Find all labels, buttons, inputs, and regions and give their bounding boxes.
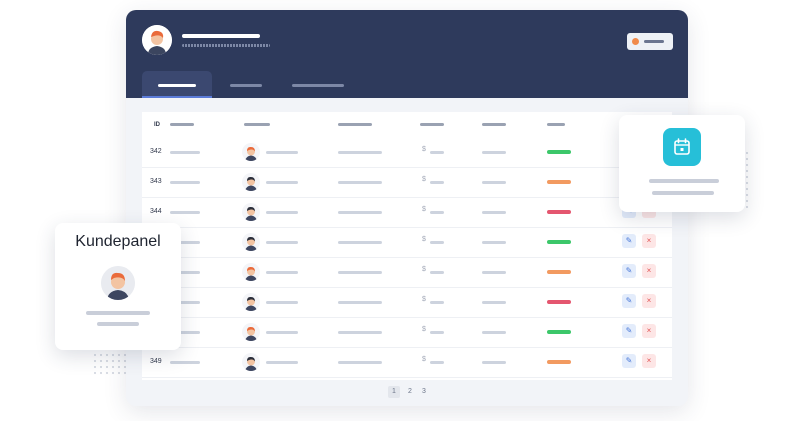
row-avatar-icon (242, 203, 260, 221)
table-row[interactable]: $ ✎ × (142, 258, 672, 288)
table-row[interactable]: 344$✎× (142, 198, 672, 228)
notification-badge[interactable] (627, 33, 673, 50)
table-row[interactable]: $ ✎ × (142, 228, 672, 258)
status-badge (547, 360, 571, 364)
row-avatar-icon (242, 233, 260, 251)
status-badge (547, 330, 571, 334)
row-id: 349 (150, 358, 162, 365)
status-badge (547, 270, 571, 274)
badge-dot-icon (632, 38, 639, 45)
currency-symbol: $ (422, 236, 426, 243)
tab-3[interactable] (282, 71, 352, 98)
delete-button[interactable]: × (642, 294, 656, 308)
row-avatar-icon (242, 293, 260, 311)
customer-panel-card[interactable]: Kundepanel (55, 223, 181, 350)
row-id: 344 (150, 208, 162, 215)
currency-symbol: $ (422, 146, 426, 153)
customer-avatar-icon (101, 266, 135, 300)
status-badge (547, 150, 571, 154)
currency-symbol: $ (422, 326, 426, 333)
id-column-header: ID (154, 122, 160, 128)
table-row[interactable]: $ ✎ × (142, 288, 672, 318)
delete-button[interactable]: × (642, 354, 656, 368)
edit-button[interactable]: ✎ (622, 354, 636, 368)
page-1-button[interactable]: 1 (388, 386, 400, 398)
app-header (126, 10, 688, 98)
row-id: 342 (150, 148, 162, 155)
user-subtitle-placeholder (182, 44, 270, 47)
admin-window: ID 342$343$344$✎×$✎×$✎×$✎×$✎×349$✎× 1 2 … (126, 10, 688, 406)
user-name-placeholder (182, 34, 260, 38)
edit-button[interactable]: ✎ (622, 324, 636, 338)
data-table: ID 342$343$344$✎×$✎×$✎×$✎×$✎×349$✎× (142, 112, 672, 380)
table-row[interactable]: $ ✎ × (142, 318, 672, 348)
currency-symbol: $ (422, 176, 426, 183)
status-badge (547, 180, 571, 184)
currency-symbol: $ (422, 206, 426, 213)
currency-symbol: $ (422, 356, 426, 363)
tab-2[interactable] (222, 71, 272, 98)
row-avatar-icon (242, 353, 260, 371)
status-badge (547, 240, 571, 244)
table-row[interactable]: 342 $ (142, 138, 672, 168)
user-avatar[interactable] (142, 25, 172, 55)
edit-button[interactable]: ✎ (622, 234, 636, 248)
row-avatar-icon (242, 143, 260, 161)
delete-button[interactable]: × (642, 324, 656, 338)
calendar-card[interactable] (619, 115, 745, 212)
table-row[interactable]: 349 $ ✎ × (142, 348, 672, 378)
row-avatar-icon (242, 263, 260, 281)
currency-symbol: $ (422, 266, 426, 273)
delete-button[interactable]: × (642, 264, 656, 278)
calendar-icon (663, 128, 701, 166)
page-3-button[interactable]: 3 (422, 388, 426, 395)
edit-button[interactable]: ✎ (622, 264, 636, 278)
pagination: 1 2 3 (386, 386, 446, 398)
edit-button[interactable]: ✎ (622, 294, 636, 308)
tab-1[interactable] (142, 71, 212, 98)
row-id: 343 (150, 178, 162, 185)
status-badge (547, 300, 571, 304)
page-2-button[interactable]: 2 (408, 388, 412, 395)
table-row[interactable]: 343 $ (142, 168, 672, 198)
delete-button[interactable]: × (642, 234, 656, 248)
row-avatar-icon (242, 173, 260, 191)
status-badge (547, 210, 571, 214)
table-header-row: ID (142, 112, 672, 139)
row-avatar-icon (242, 323, 260, 341)
customer-panel-title: Kundepanel (75, 233, 161, 250)
currency-symbol: $ (422, 296, 426, 303)
